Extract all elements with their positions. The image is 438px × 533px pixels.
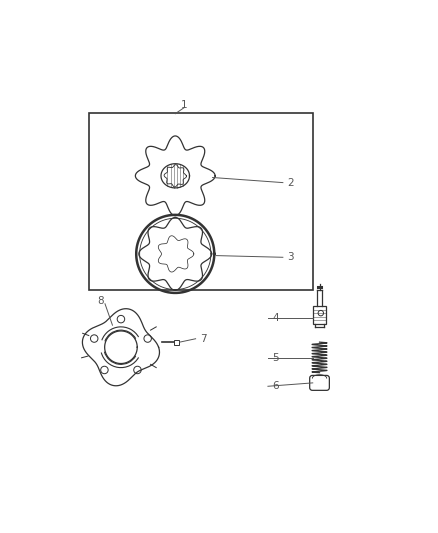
Text: 8: 8 bbox=[97, 296, 104, 306]
Text: 6: 6 bbox=[272, 381, 279, 391]
Text: 2: 2 bbox=[287, 177, 294, 188]
Text: 5: 5 bbox=[272, 353, 279, 363]
Text: 3: 3 bbox=[287, 252, 294, 262]
Bar bbox=[313, 305, 326, 324]
Text: 1: 1 bbox=[180, 100, 187, 110]
Text: 4: 4 bbox=[272, 313, 279, 324]
Bar bbox=[174, 340, 179, 344]
FancyBboxPatch shape bbox=[310, 375, 329, 390]
Bar bbox=[88, 113, 313, 289]
Text: 7: 7 bbox=[200, 334, 207, 344]
